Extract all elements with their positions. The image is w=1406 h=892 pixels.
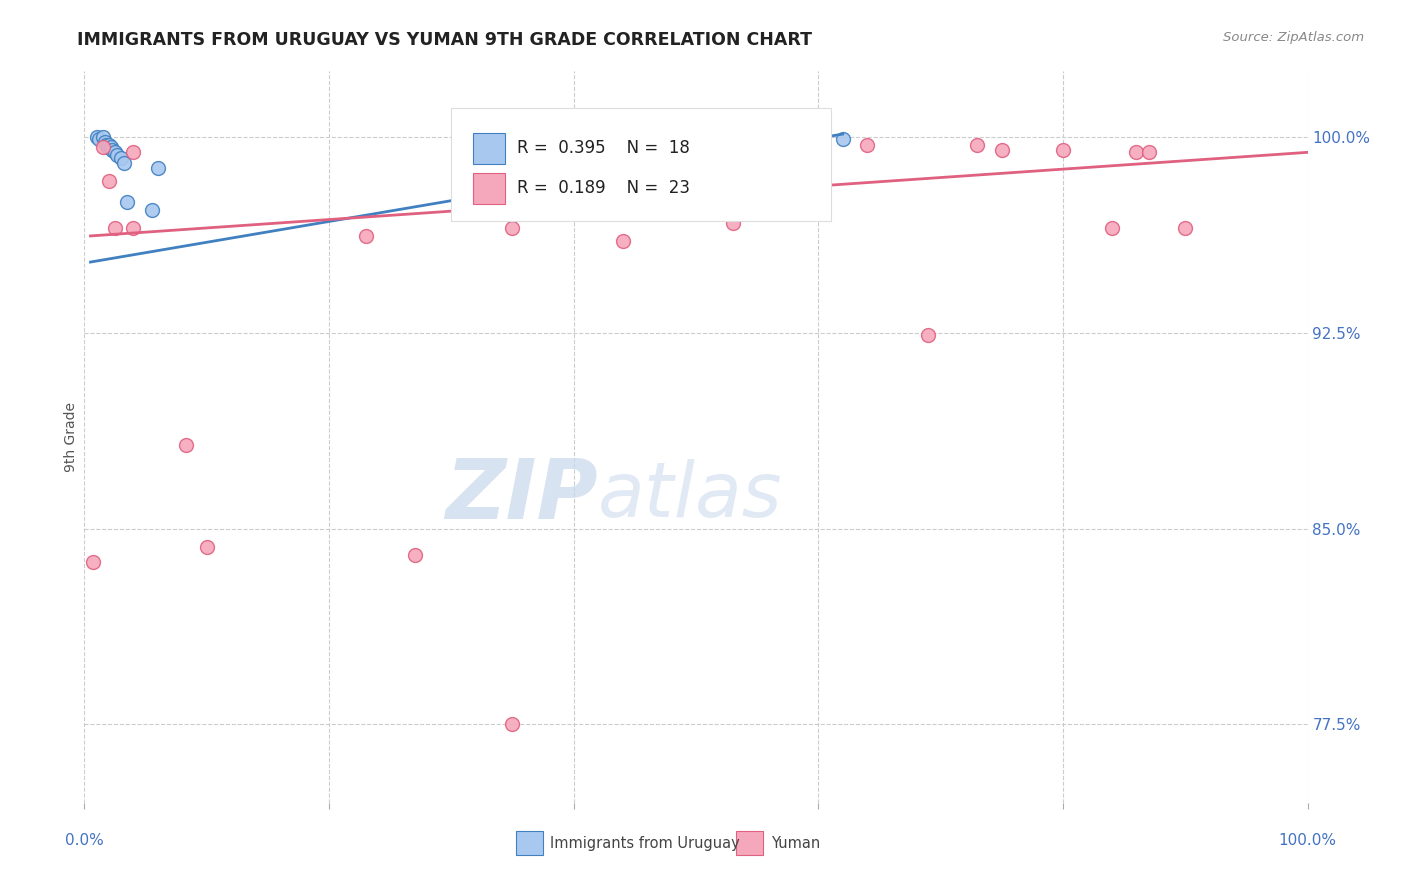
Point bbox=[1137, 145, 1160, 160]
FancyBboxPatch shape bbox=[474, 133, 505, 163]
Text: ZIP: ZIP bbox=[446, 455, 598, 536]
FancyBboxPatch shape bbox=[474, 173, 505, 203]
Point bbox=[1101, 221, 1123, 235]
Point bbox=[1052, 143, 1074, 157]
Text: 0.0%: 0.0% bbox=[65, 833, 104, 848]
Point bbox=[105, 148, 128, 162]
Point bbox=[110, 151, 132, 165]
Point bbox=[96, 137, 118, 152]
Point bbox=[721, 216, 744, 230]
Point bbox=[97, 140, 120, 154]
Point bbox=[354, 228, 377, 243]
Point bbox=[831, 132, 853, 146]
Point bbox=[86, 129, 108, 144]
Text: Immigrants from Uruguay: Immigrants from Uruguay bbox=[550, 836, 740, 851]
Text: atlas: atlas bbox=[598, 458, 783, 533]
Point bbox=[966, 137, 988, 152]
Point bbox=[146, 161, 169, 175]
Point bbox=[97, 174, 120, 188]
Point bbox=[1125, 145, 1147, 160]
Point bbox=[91, 129, 114, 144]
Point bbox=[122, 145, 145, 160]
Point bbox=[991, 143, 1014, 157]
Point bbox=[513, 129, 536, 144]
Point bbox=[502, 221, 524, 235]
Point bbox=[104, 221, 127, 235]
Text: IMMIGRANTS FROM URUGUAY VS YUMAN 9TH GRADE CORRELATION CHART: IMMIGRANTS FROM URUGUAY VS YUMAN 9TH GRA… bbox=[77, 31, 813, 49]
Point bbox=[94, 135, 117, 149]
Point bbox=[1174, 221, 1197, 235]
Point bbox=[87, 132, 110, 146]
Point bbox=[404, 548, 426, 562]
Point bbox=[101, 143, 124, 157]
Point bbox=[612, 234, 634, 248]
Point bbox=[856, 137, 879, 152]
FancyBboxPatch shape bbox=[737, 830, 763, 855]
Point bbox=[174, 438, 197, 452]
Point bbox=[97, 137, 120, 152]
Point bbox=[112, 155, 135, 169]
Text: 100.0%: 100.0% bbox=[1278, 833, 1337, 848]
FancyBboxPatch shape bbox=[451, 108, 831, 221]
Point bbox=[91, 140, 114, 154]
Point bbox=[502, 717, 524, 731]
Point bbox=[115, 194, 138, 209]
Point bbox=[917, 328, 939, 343]
Point bbox=[122, 221, 145, 235]
Text: R =  0.395    N =  18: R = 0.395 N = 18 bbox=[517, 139, 690, 157]
Point bbox=[195, 540, 218, 554]
Y-axis label: 9th Grade: 9th Grade bbox=[65, 402, 79, 472]
FancyBboxPatch shape bbox=[516, 830, 543, 855]
Point bbox=[82, 556, 104, 570]
Text: R =  0.189    N =  23: R = 0.189 N = 23 bbox=[517, 179, 690, 197]
Text: Yuman: Yuman bbox=[770, 836, 820, 851]
Point bbox=[100, 140, 122, 154]
Point bbox=[104, 145, 127, 160]
Text: Source: ZipAtlas.com: Source: ZipAtlas.com bbox=[1223, 31, 1364, 45]
Point bbox=[141, 202, 163, 217]
